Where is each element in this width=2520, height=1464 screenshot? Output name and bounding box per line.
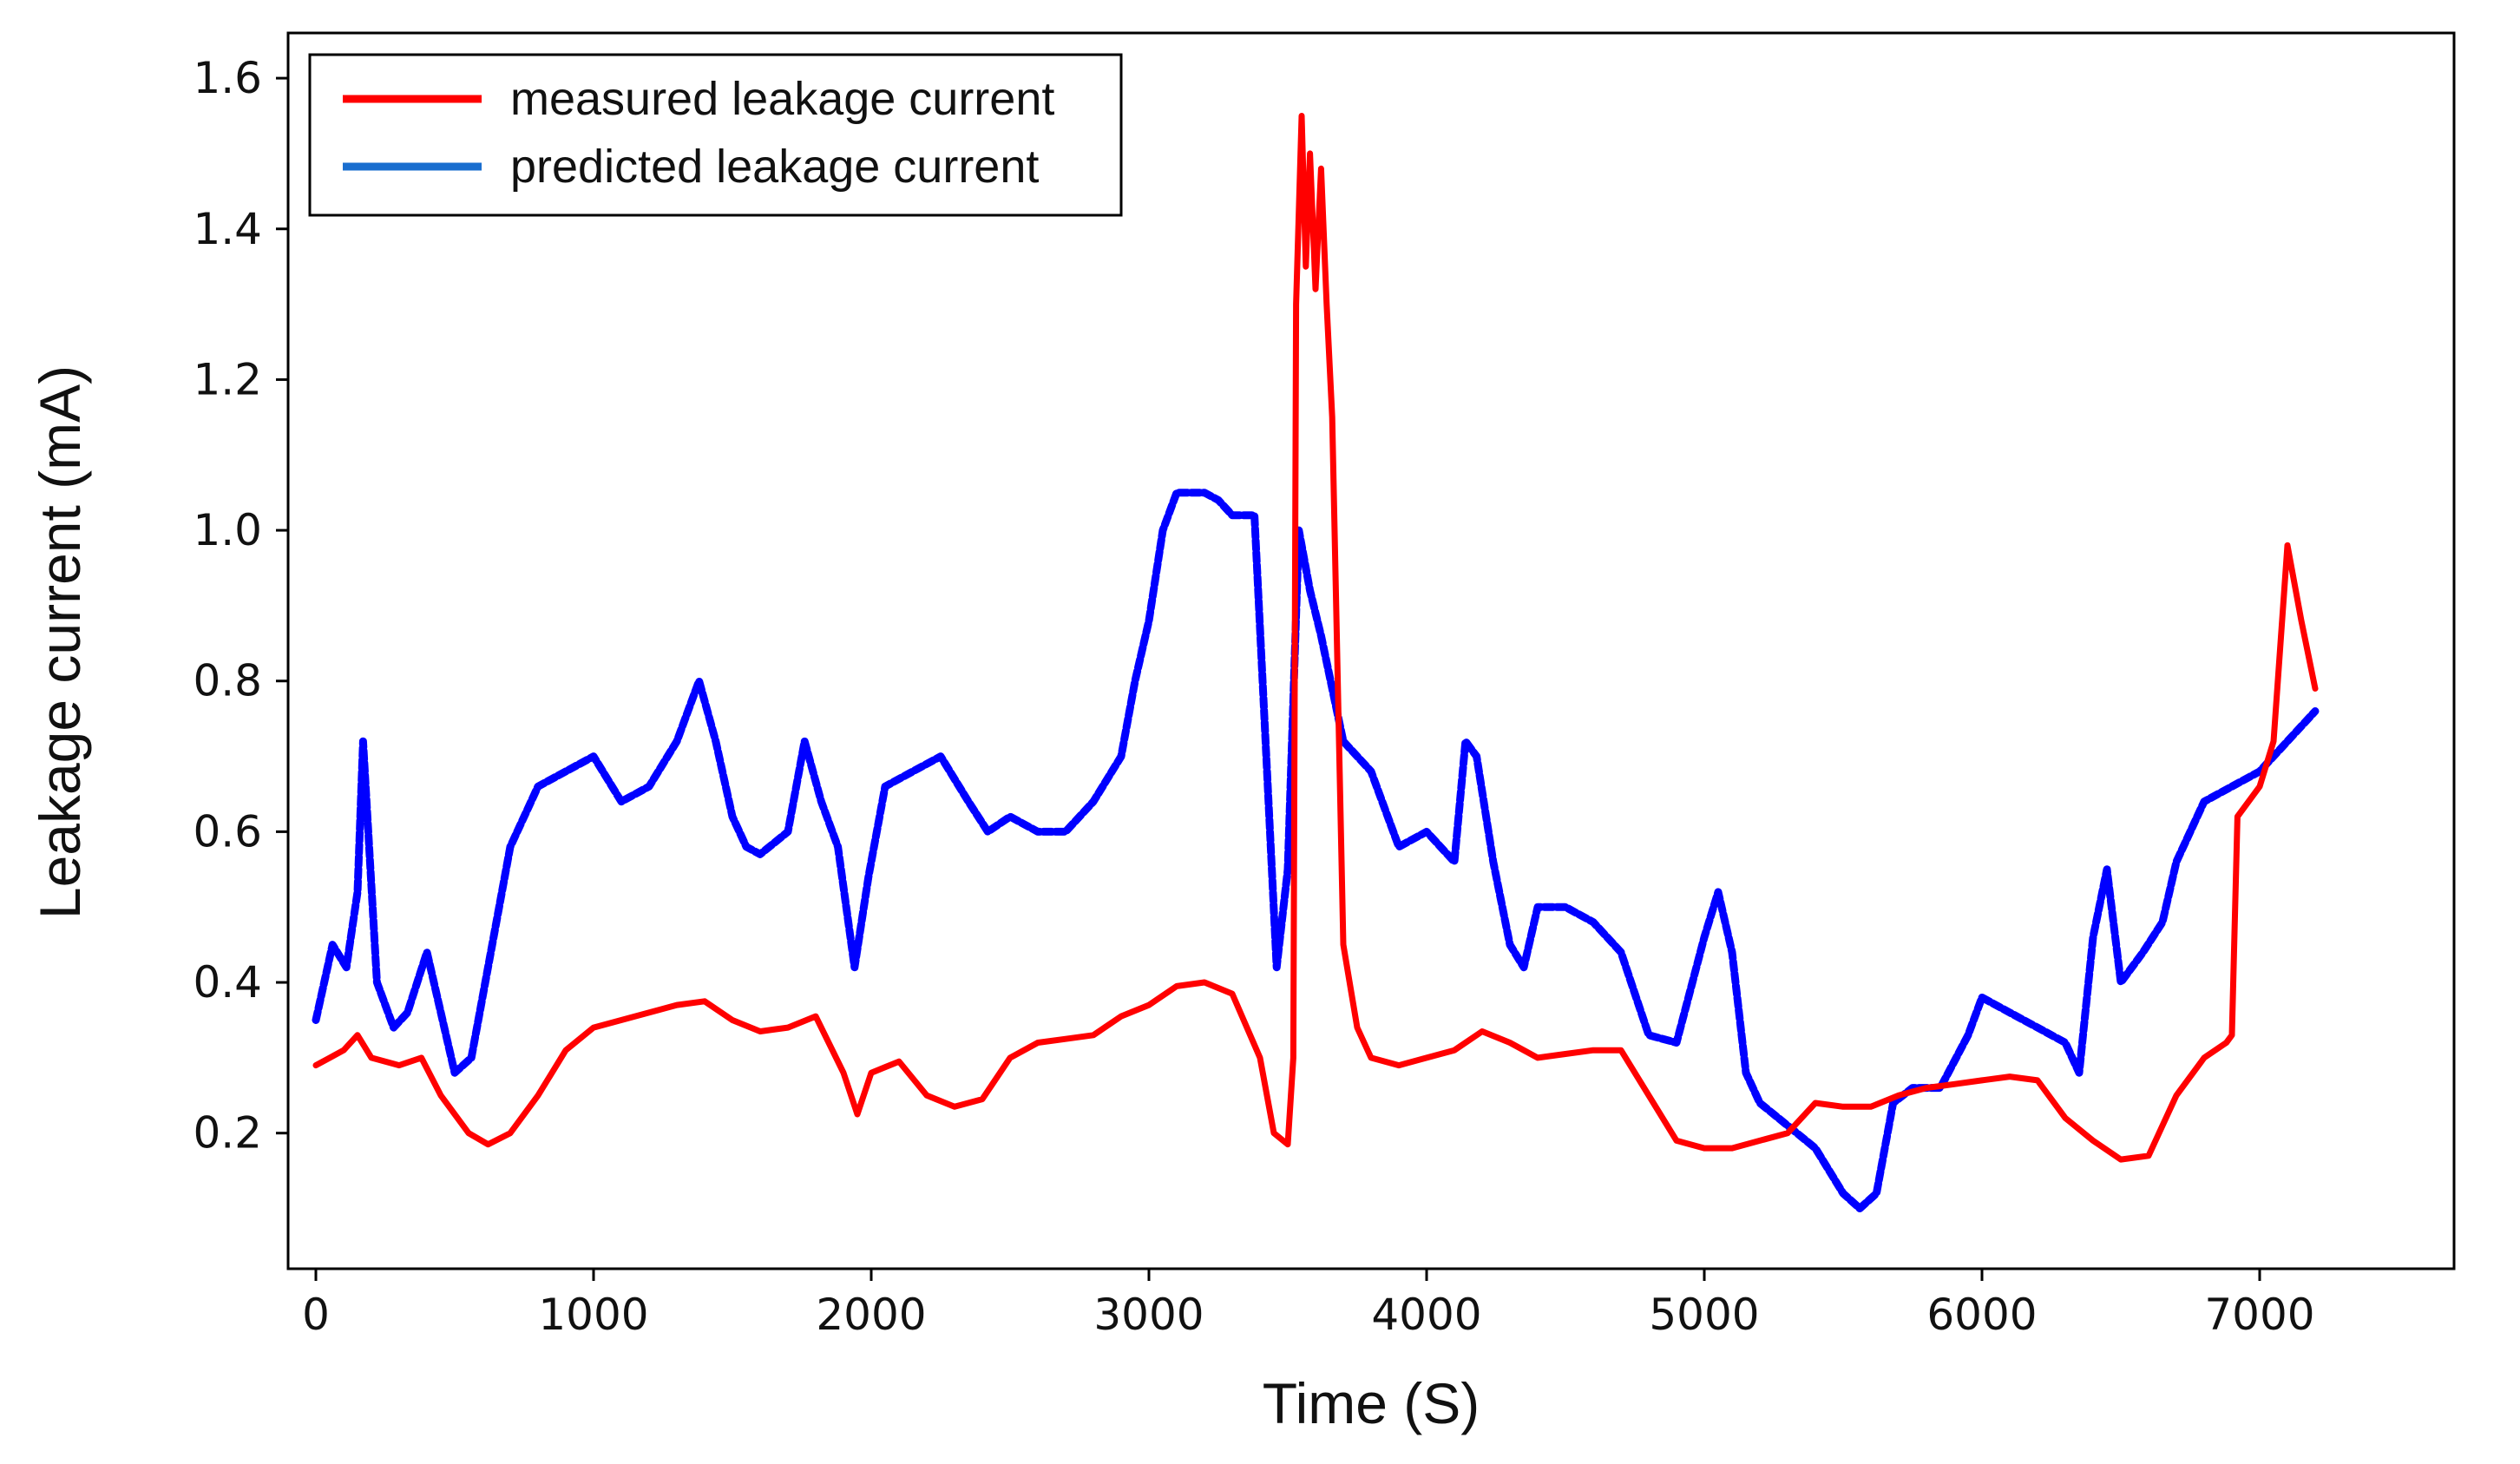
legend-label-measured: measured leakage current [510, 73, 1054, 125]
y-tick-label: 0.8 [193, 656, 262, 706]
series-layer [312, 113, 2320, 1212]
x-tick-label: 6000 [1926, 1290, 2037, 1340]
y-axis: 0.2 0.4 0.6 0.8 1.0 1.2 1.4 1.6 [193, 53, 288, 1159]
x-tick-label: 2000 [816, 1290, 926, 1340]
x-axis: 0 1000 2000 3000 4000 5000 6000 7000 [302, 1269, 2315, 1340]
x-tick-label: 3000 [1093, 1290, 1204, 1340]
legend-box [308, 53, 1123, 217]
legend-label-predicted: predicted leakage current [510, 141, 1039, 193]
x-tick-label: 1000 [538, 1290, 648, 1340]
y-tick-label: 1.0 [193, 505, 262, 555]
y-tick-label: 1.2 [193, 354, 262, 404]
y-axis-title: Leakage current (mA) [28, 365, 92, 919]
y-tick-label: 0.2 [193, 1108, 262, 1159]
x-tick-label: 0 [302, 1290, 330, 1340]
plot-area [286, 31, 2456, 1270]
y-tick-label: 1.6 [193, 53, 262, 103]
x-tick-label: 7000 [2204, 1290, 2314, 1340]
legend: measured leakage current predicted leaka… [308, 53, 1123, 217]
y-tick-label: 1.4 [193, 204, 262, 254]
y-tick-label: 0.6 [193, 806, 262, 857]
series-line-measured [312, 113, 2319, 1163]
x-tick-label: 5000 [1649, 1290, 1759, 1340]
y-tick-label: 0.4 [193, 957, 262, 1008]
x-axis-title: Time (S) [1263, 1371, 1480, 1435]
x-tick-label: 4000 [1371, 1290, 1481, 1340]
